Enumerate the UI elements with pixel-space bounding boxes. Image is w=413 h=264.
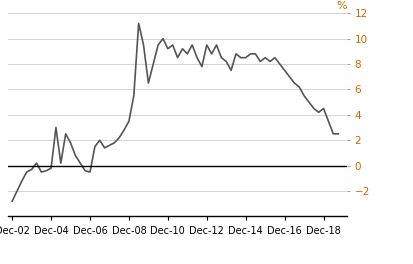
Text: %: %	[336, 1, 347, 11]
